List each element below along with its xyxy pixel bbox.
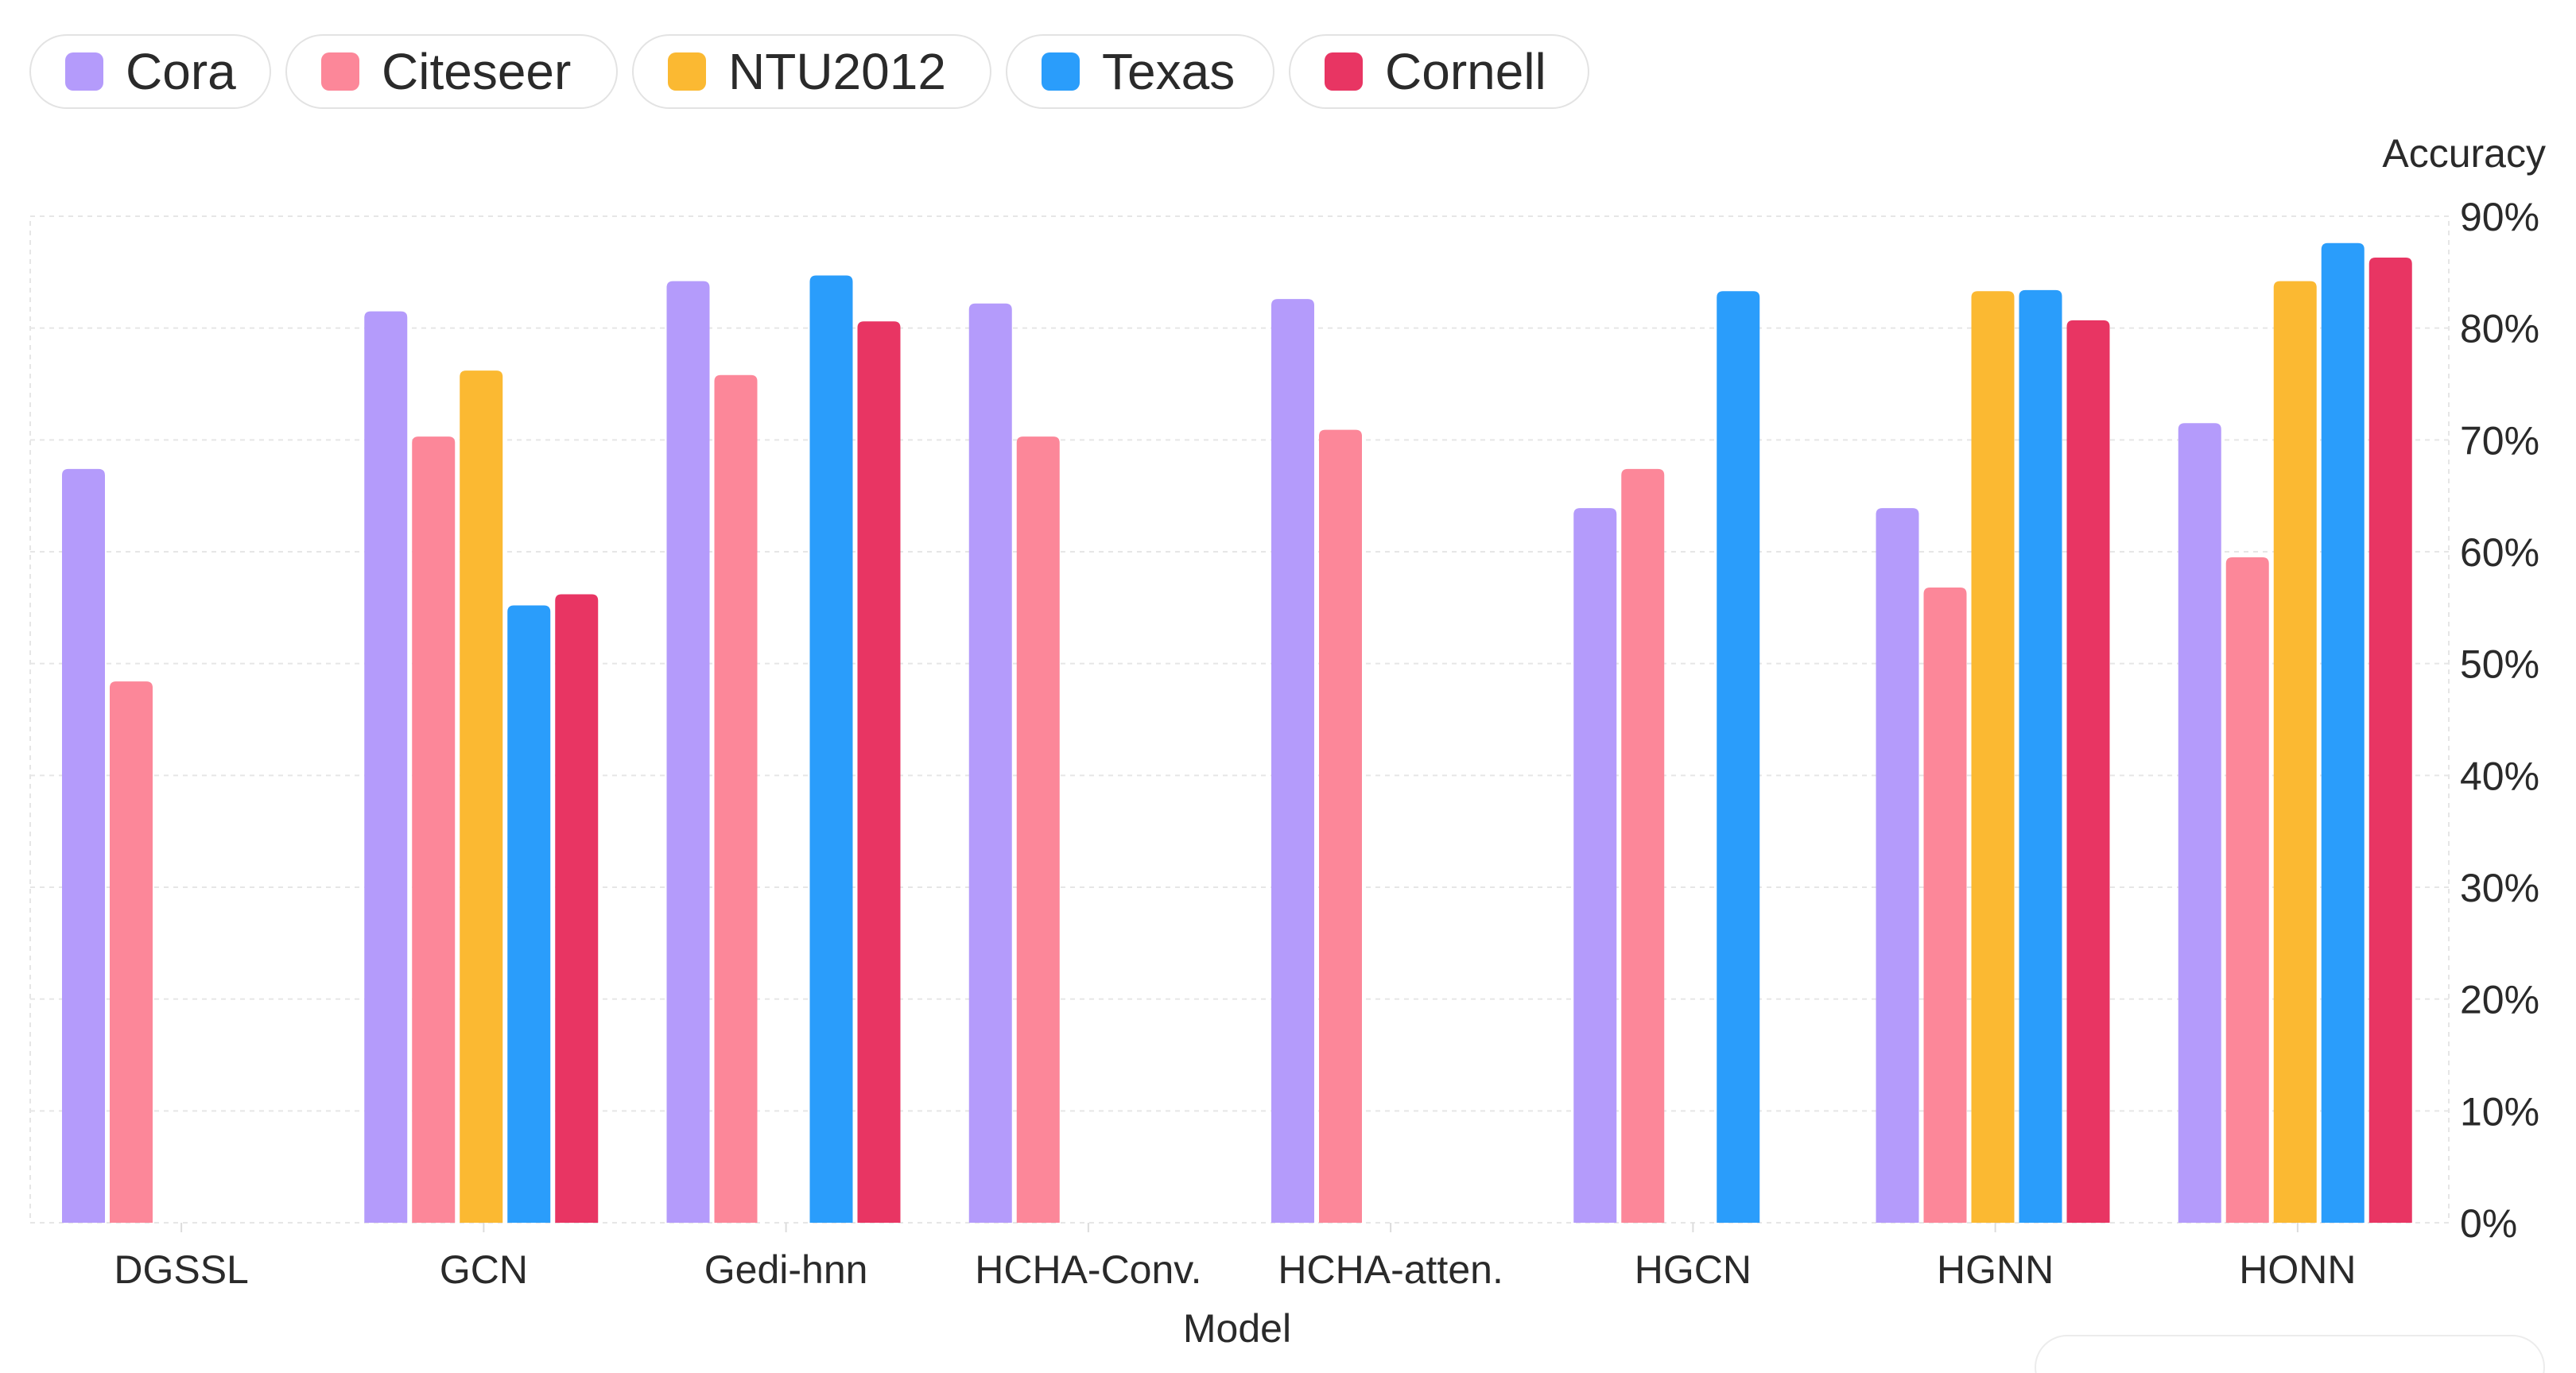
bar-hgnn-cornell[interactable]: [2066, 320, 2110, 1223]
y-tick-label: 30%: [2460, 866, 2539, 910]
y-tick-label: 90%: [2460, 195, 2539, 239]
legend-swatch: [668, 52, 706, 91]
y-axis: 0% 10% 20% 30% 40% 50% 60% 70% 80% 90%: [2460, 195, 2539, 1246]
x-tick-label: DGSSL: [114, 1247, 249, 1292]
x-tick-label: Gedi-hnn: [704, 1247, 868, 1292]
bar-gcn-citeseer[interactable]: [412, 436, 456, 1223]
corner-panel: [2035, 1335, 2545, 1373]
legend-item-ntu2012[interactable]: NTU2012: [632, 34, 991, 109]
legend-label: Cornell: [1385, 43, 1546, 100]
y-tick-label: 60%: [2460, 530, 2539, 575]
y-tick-label: 0%: [2460, 1201, 2517, 1246]
x-tick-label: HGNN: [1937, 1247, 2054, 1292]
x-tick-label: HONN: [2239, 1247, 2356, 1292]
y-tick-label: 80%: [2460, 307, 2539, 351]
bar-hgcn-texas[interactable]: [1717, 291, 1760, 1223]
x-axis-title: Model: [1183, 1306, 1291, 1351]
bar-honn-cora[interactable]: [2178, 423, 2221, 1223]
bar-gcn-ntu2012[interactable]: [460, 370, 503, 1223]
bar-gedi-hnn-texas[interactable]: [809, 275, 853, 1223]
legend-pill: [285, 34, 618, 109]
bar-gcn-cornell[interactable]: [555, 594, 599, 1223]
legend-pill: [1289, 34, 1589, 109]
bar-honn-texas[interactable]: [2321, 242, 2365, 1223]
x-tick-label: GCN: [440, 1247, 528, 1292]
bar-hcha-conv--citeseer[interactable]: [1016, 436, 1060, 1223]
bar-hgcn-citeseer[interactable]: [1621, 468, 1665, 1223]
legend-label: Citeseer: [382, 43, 571, 100]
bar-hcha-atten--citeseer[interactable]: [1319, 429, 1362, 1223]
legend-label: NTU2012: [728, 43, 946, 100]
bar-dgssl-cora[interactable]: [62, 468, 105, 1223]
legend-pill: [632, 34, 991, 109]
bar-gedi-hnn-citeseer[interactable]: [714, 374, 758, 1223]
bar-hcha-atten--cora[interactable]: [1271, 299, 1314, 1224]
legend-swatch: [1325, 52, 1363, 91]
bar-dgssl-citeseer[interactable]: [110, 681, 153, 1223]
y-axis-title: Accuracy: [2382, 131, 2546, 176]
x-tick-label: HCHA-Conv.: [975, 1247, 1201, 1292]
bar-gcn-texas[interactable]: [507, 605, 551, 1223]
chart-bars: [62, 242, 2412, 1224]
chart-legend: Cora Citeseer NTU2012 Texas Cornell: [29, 34, 1589, 109]
legend-item-cornell[interactable]: Cornell: [1289, 34, 1589, 109]
plot-frame: [29, 215, 2450, 1224]
legend-item-texas[interactable]: Texas: [1006, 34, 1274, 109]
legend-swatch: [321, 52, 359, 91]
bar-hgcn-cora[interactable]: [1573, 508, 1617, 1223]
bar-honn-citeseer[interactable]: [2225, 557, 2269, 1223]
bar-hgnn-ntu2012[interactable]: [1971, 291, 2015, 1223]
x-tick-label: HGCN: [1635, 1247, 1752, 1292]
bar-hgnn-texas[interactable]: [2019, 289, 2062, 1224]
legend-label: Cora: [126, 43, 236, 100]
bar-gcn-cora[interactable]: [364, 311, 408, 1224]
legend-label: Texas: [1102, 43, 1235, 100]
y-tick-label: 10%: [2460, 1089, 2539, 1134]
legend-swatch: [1042, 52, 1080, 91]
legend-item-cora[interactable]: Cora: [29, 34, 271, 109]
y-tick-label: 50%: [2460, 642, 2539, 687]
legend-item-citeseer[interactable]: Citeseer: [285, 34, 618, 109]
bar-hcha-conv--cora[interactable]: [968, 303, 1012, 1224]
bar-hgnn-cora[interactable]: [1876, 508, 1919, 1223]
bar-honn-ntu2012[interactable]: [2273, 281, 2317, 1223]
x-axis: DGSSL GCN Gedi-hnn HCHA-Conv. HCHA-atten. HGC…: [114, 1223, 2356, 1292]
bar-gedi-hnn-cora[interactable]: [666, 281, 710, 1223]
legend-swatch: [65, 52, 103, 91]
y-tick-label: 20%: [2460, 978, 2539, 1022]
x-tick-label: HCHA-atten.: [1278, 1247, 1503, 1292]
y-tick-label: 70%: [2460, 418, 2539, 463]
bar-hgnn-citeseer[interactable]: [1923, 588, 1967, 1223]
bar-gedi-hnn-cornell[interactable]: [857, 321, 901, 1223]
bar-honn-cornell[interactable]: [2368, 258, 2412, 1224]
y-tick-label: 40%: [2460, 754, 2539, 798]
